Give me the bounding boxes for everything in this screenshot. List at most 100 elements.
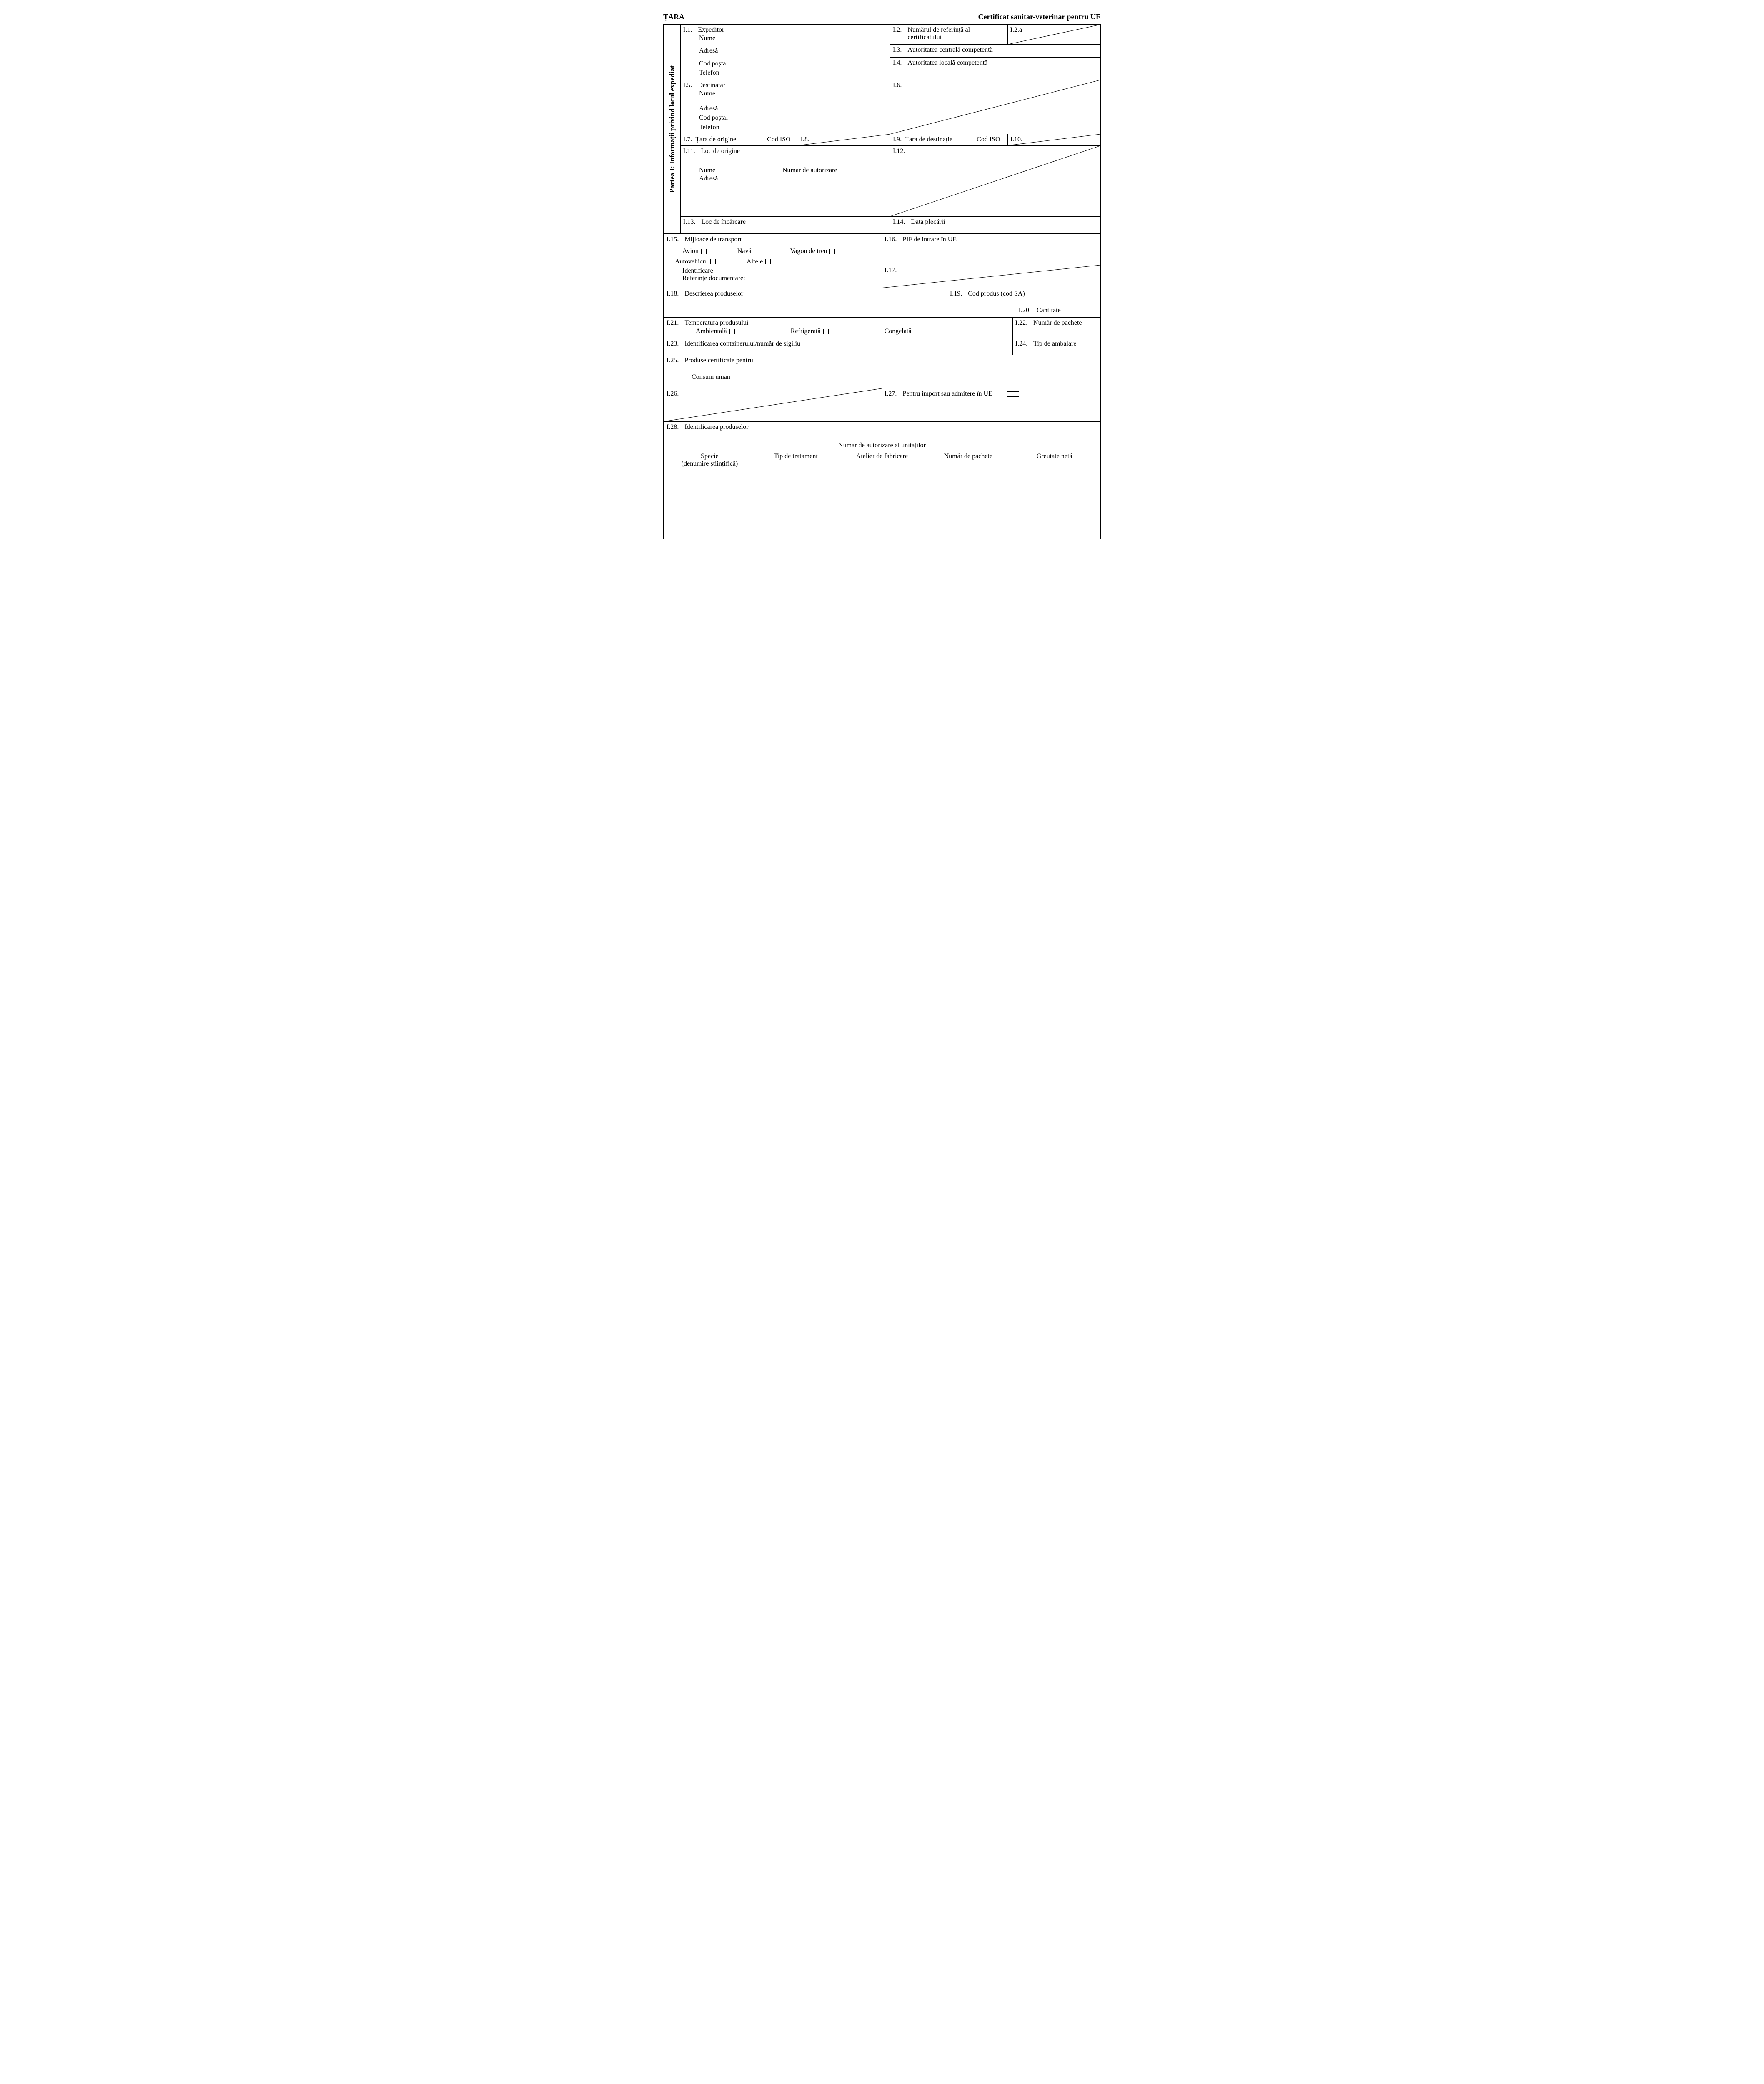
i18-num: I.18.: [667, 290, 679, 298]
i9-num: I.9.: [893, 136, 902, 143]
i15-num: I.15.: [667, 236, 679, 243]
i25-num: I.25.: [667, 357, 679, 364]
i14-num: I.14.: [893, 218, 905, 226]
header-right: Certificat sanitar-veterinar pentru UE: [978, 13, 1101, 21]
i1-sub-adresa: Adresă: [699, 46, 887, 55]
cell-i2: I.2. Numărul de referință al certificatu…: [890, 25, 1008, 45]
i13-num: I.13.: [683, 218, 695, 226]
cell-i9-iso: Cod ISO: [974, 134, 1007, 146]
i28-col-0: Specie (denumire științifică): [667, 453, 753, 468]
i10-num: I.10.: [1010, 136, 1022, 143]
i6-num: I.6.: [893, 82, 902, 89]
cell-i18: I.18. Descrierea produselor: [664, 288, 947, 318]
cell-i28: I.28. Identificarea produselor Număr de …: [664, 422, 1100, 539]
i23-label: Identificarea containerului/număr de sig…: [684, 340, 800, 348]
cell-i1: I.1. Expeditor Nume: [681, 25, 890, 45]
cell-i7-iso: Cod ISO: [764, 134, 798, 146]
opt-auto[interactable]: Autovehicul: [675, 258, 716, 266]
i27-label: Pentru import sau admitere în UE: [902, 390, 992, 398]
i9-label: Țara de destinație: [905, 136, 952, 143]
i15-ident: Identificare:: [682, 267, 879, 275]
i14-label: Data plecării: [911, 218, 945, 226]
diag-i8: [798, 134, 890, 145]
cell-i26: I.26.: [664, 388, 882, 422]
i4-num: I.4.: [893, 59, 902, 67]
i3-num: I.3.: [893, 46, 902, 54]
i25-label: Produse certificate pentru:: [684, 357, 755, 364]
i15-docref: Referințe documentare:: [682, 275, 879, 282]
cell-i19: I.19. Cod produs (cod SA): [947, 288, 1100, 305]
i5-sub-nume: Nume: [699, 89, 887, 98]
cell-i15: I.15. Mijloace de transport Avion Navă V…: [664, 234, 882, 288]
cell-i22: I.22. Număr de pachete: [1013, 318, 1100, 338]
i28-label: Identificarea produselor: [684, 423, 748, 431]
cell-i1-cont2: Cod poștal Telefon: [681, 58, 890, 80]
diag-i6: [890, 80, 1100, 134]
i27-checkbox[interactable]: [1007, 391, 1019, 397]
i2-num: I.2.: [893, 26, 902, 41]
i20-num: I.20.: [1019, 307, 1031, 314]
form-upper: Partea I: Informații privind lotul exped…: [663, 24, 1101, 234]
i28-col-4: Greutate netă: [1011, 453, 1097, 468]
opt-refr[interactable]: Refrigerată: [791, 328, 829, 335]
opt-amb[interactable]: Ambientală: [696, 328, 735, 335]
opt-vagon[interactable]: Vagon de tren: [790, 245, 835, 258]
i11-num: I.11.: [683, 148, 695, 155]
cell-i16: I.16. PIF de intrare în UE: [882, 234, 1100, 265]
cell-i20: I.20. Cantitate: [1016, 305, 1100, 318]
i20-label: Cantitate: [1037, 307, 1061, 314]
i1-sub-cod: Cod poștal: [699, 59, 887, 68]
cell-i6: I.6.: [890, 80, 1100, 135]
opt-altele[interactable]: Altele: [747, 258, 771, 266]
cell-i3: I.3. Autoritatea centrală competentă: [890, 45, 1100, 57]
i7-label: Țara de origine: [695, 136, 736, 143]
i18-label: Descrierea produselor: [684, 290, 743, 298]
i22-num: I.22.: [1015, 319, 1027, 327]
diag-i26: [664, 388, 882, 421]
cell-i4: I.4. Autoritatea locală competentă: [890, 58, 1100, 80]
i2a-num: I.2.a: [1010, 26, 1022, 33]
opt-nava[interactable]: Navă: [737, 245, 759, 258]
cell-i19-blank: [947, 305, 1016, 318]
i1-label: Expeditor: [698, 26, 724, 34]
i28-col-1: Tip de tratament: [753, 453, 839, 468]
i11-sub-adresa: Adresă: [699, 174, 887, 183]
cell-i11: I.11. Loc de origine Nume Număr de autor…: [681, 146, 890, 217]
i21-num: I.21.: [667, 319, 679, 327]
i19-num: I.19.: [950, 290, 962, 298]
i5-sub-adresa: Adresă: [699, 104, 887, 113]
cell-i7: I.7. Țara de origine: [681, 134, 764, 146]
sidebar-label: Partea I: Informații privind lotul exped…: [668, 65, 677, 193]
i28-num: I.28.: [667, 423, 679, 431]
cell-i5: I.5. Destinatar Nume Adresă Cod poștal T…: [681, 80, 890, 135]
i2-label: Numărul de referință al certificatului: [907, 26, 1005, 41]
i22-label: Număr de pachete: [1033, 319, 1082, 327]
i17-num: I.17.: [885, 267, 897, 274]
i8-num: I.8.: [801, 136, 809, 143]
opt-avion[interactable]: Avion: [682, 245, 707, 258]
i27-num: I.27.: [885, 390, 897, 398]
diag-i17: [882, 265, 1100, 288]
i28-col-3: Număr de pachete: [925, 453, 1011, 468]
i11-label: Loc de origine: [701, 148, 740, 155]
i11-sub-nume: Nume: [699, 167, 782, 174]
i1-sub-tel: Telefon: [699, 68, 887, 78]
cell-i2a: I.2.a: [1008, 25, 1100, 45]
cell-i10: I.10.: [1008, 134, 1100, 146]
cell-i8: I.8.: [798, 134, 890, 146]
cell-i23: I.23. Identificarea containerului/număr …: [664, 338, 1013, 355]
i5-sub-tel: Telefon: [699, 123, 887, 132]
i23-num: I.23.: [667, 340, 679, 348]
i1-sub-nume: Nume: [699, 34, 887, 43]
opt-cong[interactable]: Congelată: [885, 328, 920, 335]
cell-i25: I.25. Produse certificate pentru: Consum…: [664, 355, 1100, 388]
header-left: ȚARA: [663, 13, 684, 21]
i5-label: Destinatar: [698, 82, 725, 89]
opt-consum[interactable]: Consum uman: [692, 373, 738, 381]
form-lower: I.15. Mijloace de transport Avion Navă V…: [663, 234, 1101, 539]
i11-extra: Număr de autorizare: [782, 167, 837, 174]
cell-i13: I.13. Loc de încărcare: [681, 217, 890, 233]
i13-label: Loc de încărcare: [701, 218, 746, 226]
i19-label: Cod produs (cod SA): [968, 290, 1025, 298]
i4-label: Autoritatea locală competentă: [907, 59, 987, 67]
